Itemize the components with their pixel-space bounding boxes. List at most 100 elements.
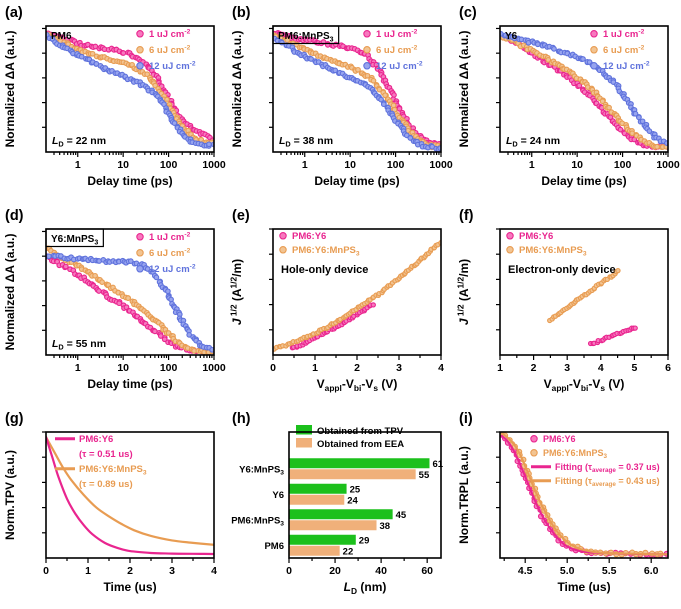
y-axis-label: Norm.TPV (a.u.) <box>3 450 17 540</box>
legend: 1 uJ cm-2 6 uJ cm-2 12 uJ cm-2 <box>136 28 196 72</box>
plot-border <box>45 25 215 153</box>
x-tick-label: 1 <box>75 362 81 374</box>
data-point <box>332 67 339 74</box>
x-axis-label: Delay time (ps) <box>314 174 399 188</box>
panel-label: (a) <box>5 5 23 21</box>
legend: 1 uJ cm-2 6 uJ cm-2 12 uJ cm-2 <box>363 28 423 72</box>
legend-label: Fitting (τaverage = 0.37 us) <box>555 462 660 474</box>
legend-rect-icon <box>296 425 312 435</box>
data-point <box>355 66 361 73</box>
data-point <box>632 325 638 331</box>
x-tick-label: 3 <box>396 362 402 374</box>
data-point <box>606 104 612 111</box>
series-layer <box>547 267 638 347</box>
data-point <box>646 128 653 134</box>
legend-dot-icon <box>530 435 538 443</box>
bar-value-label: 38 <box>380 521 391 532</box>
data-point <box>171 120 178 126</box>
chart-i: (i) 4.5 5.0 5.5 6.0 Time (us) Norm.TRPL (a.u.)… <box>457 411 669 594</box>
y-axis-label: J 1/2 (A1/2/m) <box>228 259 244 325</box>
legend-label: 12 uJ cm-2 <box>149 60 196 72</box>
x-tick-label: 2 <box>127 565 133 577</box>
x-axis-label: Vappl-Vbi-Vs (V) <box>544 377 625 393</box>
panel-label: (c) <box>459 5 477 21</box>
bar-tpv <box>289 509 393 520</box>
data-point <box>437 145 441 151</box>
annotation-ld: LD = 22 nm <box>52 135 106 149</box>
bar-tpv <box>289 458 430 469</box>
legend-dot-icon <box>506 232 514 240</box>
x-tick-label: 1000 <box>656 159 680 171</box>
data-point <box>127 258 134 264</box>
x-tick-label: 10 <box>117 362 129 374</box>
data-point <box>534 41 541 48</box>
y-axis-label: Normalized ΔA (a.u.) <box>3 31 17 148</box>
panel-c: (c) 1 10 100 1000 Delay time (ps) Normalized Δ… <box>454 0 681 203</box>
data-point <box>165 288 171 295</box>
legend-dot-icon <box>136 249 144 257</box>
legend-label: 1 uJ cm-2 <box>149 231 191 243</box>
legend-label: PM6:Y6:MnPS3 <box>543 448 608 460</box>
x-tick-label: 10 <box>344 159 356 171</box>
bar-value-label: 22 <box>343 546 354 557</box>
x-tick-label: 10 <box>117 159 129 171</box>
chart-e: (e) 0 1 2 3 4 Vappl-Vbi-Vs (V) J 1/2 (A1/2/m) Ho… <box>228 208 444 393</box>
legend-dot-icon <box>590 46 598 54</box>
plot-border <box>272 228 442 356</box>
category-label: PM6 <box>264 541 284 552</box>
annotation-ld: LD = 24 nm <box>506 135 560 149</box>
x-tick-label: 10 <box>571 159 583 171</box>
panel-label: (e) <box>232 208 250 224</box>
bar-value-label: 55 <box>419 470 430 481</box>
data-point <box>576 82 583 89</box>
x-axis-label: Delay time (ps) <box>541 174 626 188</box>
x-tick-label: 1 <box>85 565 91 577</box>
data-point <box>46 253 52 260</box>
bar-value-label: 29 <box>359 535 370 546</box>
panel-i: (i) 4.5 5.0 5.5 6.0 Time (us) Norm.TRPL (a.u.)… <box>454 406 681 609</box>
legend-label: 12 uJ cm-2 <box>149 263 196 275</box>
legend-label: 6 uJ cm-2 <box>149 44 191 56</box>
data-point <box>209 346 214 353</box>
chart-d: (d) 1 10 100 1000 Delay time (ps) Normalized Δ… <box>3 208 226 391</box>
legend-label: 6 uJ cm-2 <box>376 44 418 56</box>
annotation-ld: LD = 55 nm <box>52 338 106 352</box>
x-tick-label: 5.0 <box>560 565 575 577</box>
category-label: Y6 <box>272 490 284 501</box>
legend-dot-icon <box>136 233 144 241</box>
x-axis-label: Delay time (ps) <box>87 377 172 391</box>
bar-tpv <box>289 534 356 545</box>
data-point <box>89 50 96 57</box>
legend-label: PM6:Y6:MnPS3 <box>292 245 360 257</box>
panel-e: (e) 0 1 2 3 4 Vappl-Vbi-Vs (V) J 1/2 (A1/2/m) Ho… <box>227 203 454 406</box>
legend-label: PM6:Y6 <box>543 434 576 444</box>
x-tick-label: 1000 <box>202 362 226 374</box>
legend-dot-icon <box>279 246 287 254</box>
legend-rect-icon <box>296 438 312 448</box>
legend-dot-icon <box>136 62 144 70</box>
data-point <box>370 77 377 84</box>
legend-label: 12 uJ cm-2 <box>603 60 650 72</box>
bar-eea <box>289 469 416 480</box>
category-label: Y6:MnPS3 <box>239 464 284 476</box>
legend-label: 1 uJ cm-2 <box>603 28 645 40</box>
legend-dot-icon <box>363 62 371 70</box>
legend-label: 6 uJ cm-2 <box>149 247 191 259</box>
legend-sublabel: (τ = 0.89 us) <box>79 479 133 490</box>
data-point <box>407 135 414 141</box>
bar-value-label: 45 <box>396 510 407 521</box>
x-tick-label: 100 <box>387 159 405 171</box>
panel-label: (b) <box>232 5 251 21</box>
data-point <box>599 98 606 105</box>
panel-label: (f) <box>459 208 474 224</box>
data-point <box>380 101 387 108</box>
legend: 1 uJ cm-2 6 uJ cm-2 12 uJ cm-2 <box>590 28 650 72</box>
x-axis-label: Delay time (ps) <box>87 174 172 188</box>
x-tick-label: 1 <box>497 362 503 374</box>
data-point <box>438 240 441 246</box>
bar-value-label: 25 <box>350 484 361 495</box>
x-tick-label: 4 <box>211 565 217 577</box>
legend: PM6:Y6 PM6:Y6:MnPS3 Fitting (τaverage = 0.… <box>530 434 660 488</box>
data-point <box>664 140 668 146</box>
